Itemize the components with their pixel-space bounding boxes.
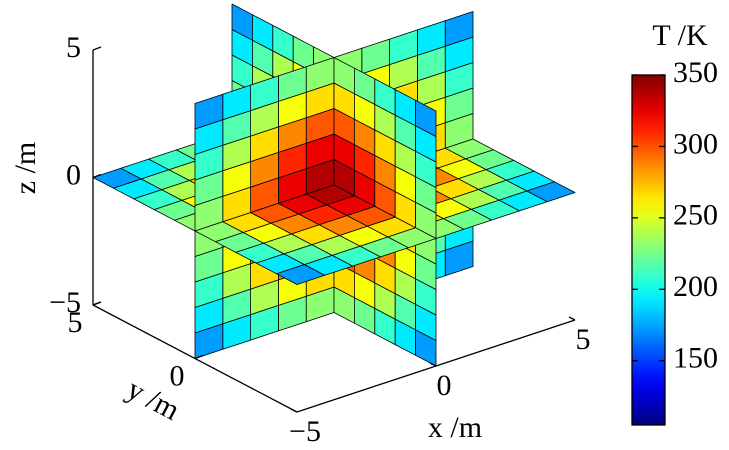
colorbar-tick-label: 200	[673, 270, 718, 303]
y-tick	[92, 301, 102, 306]
z-tick-label: 0	[66, 158, 81, 191]
colorbar-tick-label: 300	[673, 127, 718, 160]
z-tick-label: −5	[49, 286, 81, 319]
x-tick-label: −5	[289, 415, 321, 448]
colorbar-tick-label: 150	[673, 342, 718, 375]
x-tick-label: 5	[576, 323, 591, 356]
colorbar-label: T /K	[652, 19, 708, 52]
colorbar-tick-label: 350	[673, 56, 718, 89]
colorbar	[631, 74, 666, 426]
z-tick	[92, 46, 102, 51]
x-axis-label: x /m	[428, 411, 482, 444]
slices	[92, 3, 576, 367]
z-axis-label: z /m	[9, 142, 42, 195]
x-tick-label: 0	[437, 369, 452, 402]
axes	[92, 46, 576, 413]
z-tick	[92, 173, 102, 179]
y-tick-label: 5	[68, 306, 83, 339]
slice-cell	[276, 264, 326, 285]
colorbar-tick-label: 250	[673, 199, 718, 232]
z-tick-label: 5	[66, 31, 81, 64]
x-tick	[568, 316, 576, 321]
slice-cell	[415, 99, 437, 137]
slice-cell	[194, 93, 224, 130]
x-tick	[290, 408, 298, 413]
x-tick	[429, 362, 437, 367]
y-tick	[194, 354, 204, 360]
y-tick-label: 0	[170, 359, 185, 392]
